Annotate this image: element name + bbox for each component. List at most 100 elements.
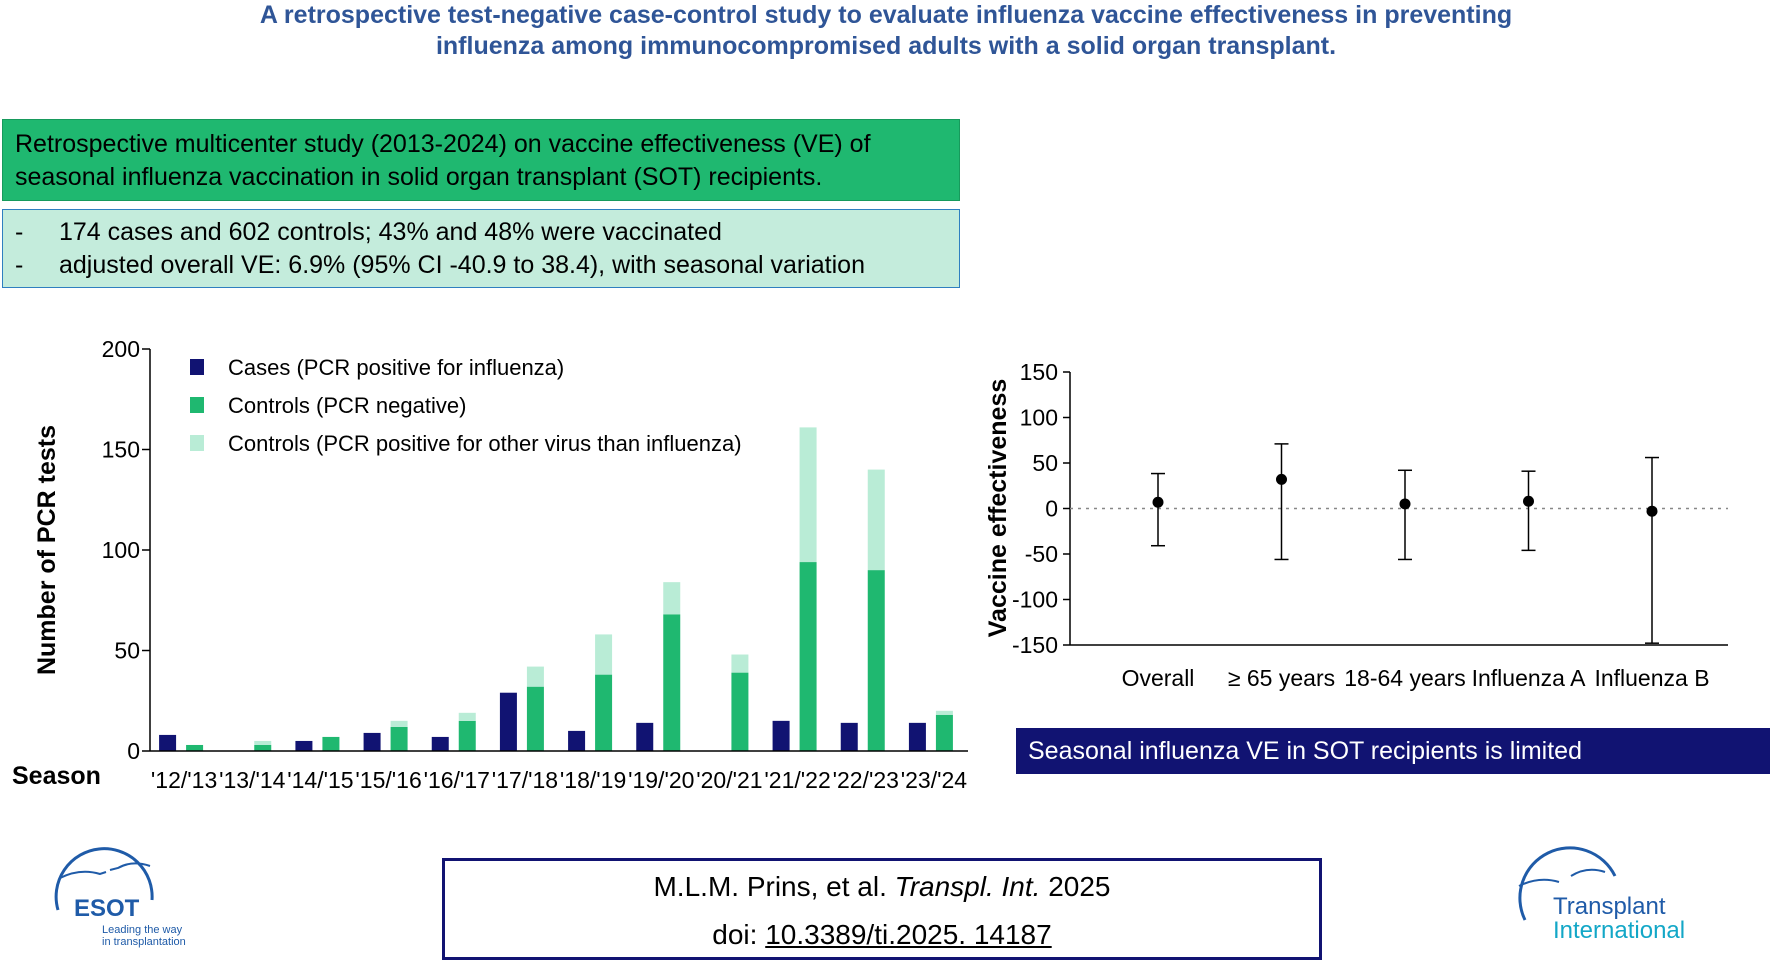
- x-tick-label: '19/'20: [628, 767, 694, 793]
- esot-logo-name: ESOT: [74, 895, 140, 922]
- ve-point-estimate: [1646, 505, 1658, 517]
- doi-label: doi:: [712, 919, 758, 950]
- x-tick-label: '22/'23: [833, 767, 899, 793]
- ti-hand-right: [1570, 868, 1606, 877]
- x-tick-label: '20/'21: [696, 767, 762, 793]
- x-tick-label: '16/'17: [424, 767, 490, 793]
- doi-link[interactable]: 10.3389/ti.2025. 14187: [765, 919, 1052, 950]
- x-tick-label: '21/'22: [764, 767, 830, 793]
- bar-cases: [159, 734, 177, 751]
- y-axis-label: Number of PCR tests: [33, 425, 61, 675]
- esot-tagline-2: in transplantation: [102, 936, 186, 948]
- bar-controls-other-virus: [254, 740, 272, 745]
- summary-line-2: seasonal influenza vaccination in solid …: [15, 163, 823, 191]
- page-title: A retrospective test-negative case-contr…: [0, 0, 1772, 62]
- bar-controls-other-virus: [390, 720, 408, 727]
- ve-x-tick-label: Overall: [1122, 665, 1195, 691]
- bullet-dash: -: [15, 251, 24, 279]
- bar-cases: [636, 722, 654, 751]
- bar-cases: [568, 730, 586, 751]
- esot-hand-left: [59, 870, 107, 879]
- ti-logo-line-1: Transplant: [1553, 893, 1666, 920]
- legend-swatch: [190, 359, 204, 375]
- ve-y-tick-label: 0: [1045, 496, 1058, 522]
- y-tick-label: 200: [102, 336, 140, 362]
- bar-cases: [295, 740, 313, 751]
- citation-line: M.L.M. Prins, et al. Transpl. Int. 2025: [445, 863, 1319, 911]
- bar-controls-other-virus: [799, 427, 817, 563]
- y-tick-label: 150: [102, 437, 140, 463]
- bar-controls-negative: [526, 686, 544, 751]
- bar-controls-other-virus: [663, 582, 681, 615]
- esot-hand-right: [109, 862, 151, 871]
- y-tick-label: 0: [127, 738, 140, 764]
- conclusion-box: Seasonal influenza VE in SOT recipients …: [1016, 728, 1770, 774]
- ve-x-tick-label: 18-64 years: [1344, 665, 1465, 691]
- y-tick-label: 50: [114, 638, 140, 664]
- ve-y-tick-label: 50: [1032, 450, 1058, 476]
- bar-cases: [363, 732, 381, 751]
- bar-controls-other-virus: [595, 634, 613, 675]
- finding-item: - adjusted overall VE: 6.9% (95% CI -40.…: [15, 249, 947, 282]
- ti-logo-ring: [1518, 846, 1617, 921]
- x-tick-label: '12/'13: [151, 767, 217, 793]
- bullet-dash: -: [15, 218, 24, 246]
- citation-authors: M.L.M. Prins, et al.: [653, 871, 887, 902]
- legend-label: Controls (PCR negative): [228, 393, 466, 418]
- x-axis-label: Season: [12, 762, 101, 790]
- x-tick-label: '17/'18: [492, 767, 558, 793]
- bar-controls-other-virus: [731, 654, 749, 673]
- bar-controls-negative: [867, 570, 885, 751]
- ti-hand-left: [1518, 878, 1560, 887]
- bar-controls-other-virus: [935, 710, 953, 715]
- x-tick-label: '15/'16: [355, 767, 421, 793]
- bar-controls-negative: [731, 672, 749, 751]
- bar-controls-other-virus: [526, 666, 544, 687]
- bar-controls-negative: [935, 714, 953, 751]
- citation-box: M.L.M. Prins, et al. Transpl. Int. 2025 …: [442, 858, 1322, 960]
- esot-tagline-1: Leading the way: [102, 924, 183, 936]
- ve-y-tick-label: -50: [1025, 541, 1058, 567]
- ve-x-tick-label: ≥ 65 years: [1228, 665, 1335, 691]
- bar-controls-negative: [322, 736, 340, 751]
- bar-cases: [840, 722, 858, 751]
- ve-point-estimate: [1523, 495, 1534, 507]
- study-summary-box: Retrospective multicenter study (2013-20…: [2, 119, 960, 201]
- ve-x-tick-label: Influenza A: [1472, 665, 1586, 691]
- y-tick-label: 100: [102, 537, 140, 563]
- transplant-international-logo: Transplant International: [1518, 846, 1685, 944]
- bar-cases: [431, 736, 449, 751]
- bar-controls-negative: [595, 674, 613, 751]
- x-tick-label: '18/'19: [560, 767, 626, 793]
- bar-controls-negative: [186, 744, 204, 751]
- ve-y-axis-label: Vaccine effectiveness: [984, 379, 1012, 638]
- x-tick-label: '13/'14: [219, 767, 286, 793]
- ve-x-tick-label: Influenza B: [1594, 665, 1709, 691]
- bar-controls-other-virus: [458, 712, 476, 721]
- bar-cases: [499, 692, 517, 751]
- bar-cases: [908, 722, 926, 751]
- ve-y-tick-label: -100: [1012, 587, 1058, 613]
- citation-journal: Transpl. Int.: [894, 871, 1041, 902]
- doi-line: doi: 10.3389/ti.2025. 14187: [445, 911, 1319, 959]
- bar-controls-other-virus: [867, 469, 885, 571]
- ve-point-estimate: [1276, 473, 1287, 485]
- x-tick-label: '23/'24: [901, 767, 968, 793]
- citation-year: 2025: [1048, 871, 1111, 902]
- title-line-1: A retrospective test-negative case-contr…: [259, 1, 1513, 29]
- esot-logo: ESOT Leading the way in transplantation: [54, 847, 186, 948]
- legend-label: Cases (PCR positive for influenza): [228, 355, 564, 380]
- bar-controls-negative: [254, 744, 272, 751]
- summary-line-1: Retrospective multicenter study (2013-20…: [15, 130, 871, 158]
- ve-point-estimate: [1399, 498, 1411, 510]
- esot-logo-ring: [54, 847, 154, 911]
- finding-text: adjusted overall VE: 6.9% (95% CI -40.9 …: [59, 251, 865, 279]
- bar-controls-negative: [458, 720, 476, 751]
- bar-controls-negative: [663, 614, 681, 751]
- legend-label: Controls (PCR positive for other virus t…: [228, 431, 742, 456]
- title-line-2: influenza among immunocompromised adults…: [435, 32, 1337, 60]
- bar-controls-negative: [390, 726, 408, 751]
- bar-cases: [772, 720, 790, 751]
- legend-swatch: [190, 397, 204, 413]
